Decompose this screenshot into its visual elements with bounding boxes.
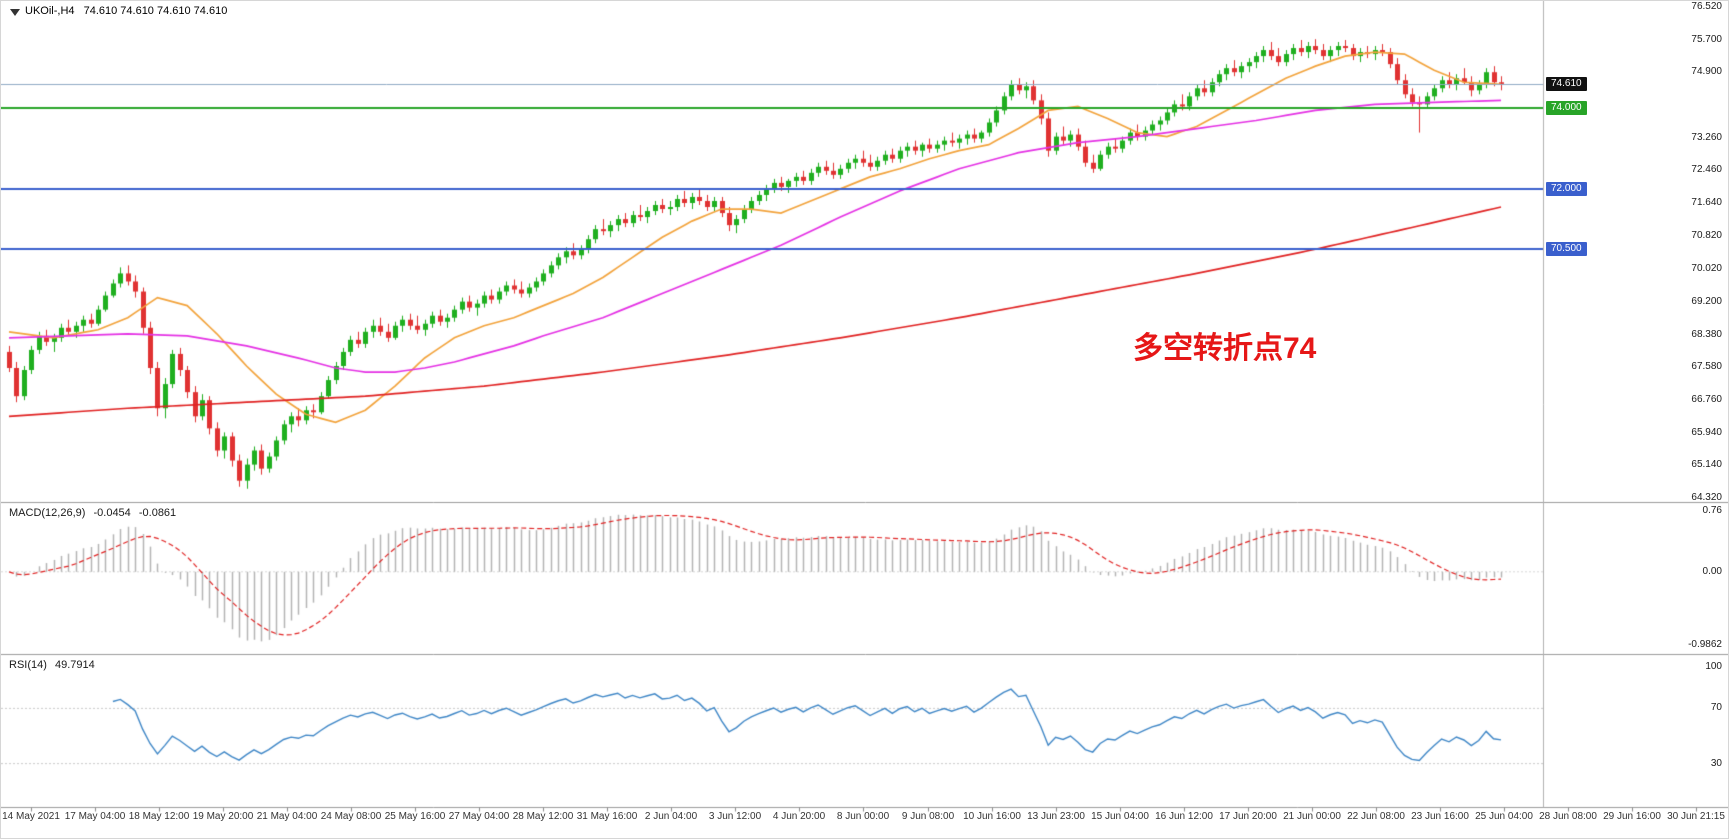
hline-price-tag[interactable]: 72.000 — [1546, 181, 1587, 196]
time-axis-label: 28 Jun 08:00 — [1539, 811, 1597, 822]
price-axis-label: 66.760 — [1691, 393, 1722, 405]
time-axis-label: 13 Jun 23:00 — [1027, 811, 1085, 822]
ohlc-quotes-label: 74.610 74.610 74.610 74.610 — [83, 5, 228, 17]
rsi-name-label: RSI(14) — [9, 659, 47, 671]
rsi-axis-label: 70 — [1710, 702, 1722, 714]
price-axis-label: 76.520 — [1691, 1, 1722, 12]
hline-price-tag[interactable]: 74.610 — [1546, 76, 1587, 91]
rsi-axis-label: 100 — [1705, 661, 1722, 672]
chart-marker-icon — [10, 9, 20, 16]
time-axis-label: 19 May 20:00 — [192, 811, 254, 822]
price-axis-label: 70.020 — [1691, 262, 1722, 274]
macd-signal-value: -0.0861 — [138, 507, 177, 519]
price-axis-label: 65.940 — [1691, 426, 1722, 438]
rsi-indicator-label: RSI(14) 49.7914 — [9, 659, 100, 671]
time-axis-label: 30 Jun 21:15 — [1667, 811, 1725, 822]
time-axis-label: 23 Jun 16:00 — [1411, 811, 1469, 822]
price-axis-label: 73.260 — [1691, 132, 1722, 144]
hline-price-tag[interactable]: 70.500 — [1546, 242, 1587, 257]
time-axis-label: 14 May 2021 — [2, 811, 60, 822]
price-axis-label: 65.140 — [1691, 458, 1722, 470]
macd-axis-label: -0.9862 — [1688, 639, 1722, 650]
time-axis-label: 27 May 04:00 — [448, 811, 510, 822]
price-axis-label: 64.320 — [1691, 492, 1722, 503]
time-axis-label: 17 May 04:00 — [64, 811, 126, 822]
time-axis-label: 4 Jun 20:00 — [772, 811, 826, 822]
time-axis-label: 21 May 04:00 — [256, 811, 318, 822]
macd-main-value: -0.0454 — [93, 507, 131, 519]
hline-price-tag[interactable]: 74.000 — [1546, 101, 1587, 116]
annotation-text[interactable]: 多空转折点74 — [1133, 332, 1317, 365]
time-axis-label: 25 Jun 04:00 — [1475, 811, 1533, 822]
time-axis-label: 28 May 12:00 — [512, 811, 574, 822]
rsi-axis-label: 30 — [1710, 757, 1722, 769]
price-axis-label: 69.200 — [1691, 295, 1722, 307]
time-axis-label: 9 Jun 08:00 — [901, 811, 955, 822]
rsi-value: 49.7914 — [54, 659, 95, 671]
time-axis-label: 17 Jun 20:00 — [1219, 811, 1277, 822]
macd-indicator-label: MACD(12,26,9) -0.0454 -0.0861 — [9, 507, 181, 519]
time-axis-label: 29 Jun 16:00 — [1603, 811, 1661, 822]
symbol-timeframe-label: UKOil-,H4 — [25, 5, 75, 17]
time-axis-label: 2 Jun 04:00 — [644, 811, 698, 822]
time-axis-label: 18 May 12:00 — [128, 811, 190, 822]
time-axis-label: 22 Jun 08:00 — [1347, 811, 1405, 822]
price-axis-label: 70.820 — [1691, 230, 1722, 242]
price-axis-label: 72.460 — [1691, 164, 1722, 176]
price-axis-label: 67.580 — [1691, 360, 1722, 372]
price-axis-label: 68.380 — [1691, 328, 1722, 340]
price-axis-label: 75.700 — [1691, 34, 1722, 45]
time-axis-label: 3 Jun 12:00 — [708, 811, 762, 822]
time-axis-label: 10 Jun 16:00 — [963, 811, 1021, 822]
time-axis-label: 24 May 08:00 — [320, 811, 382, 822]
time-axis-label: 25 May 16:00 — [384, 811, 446, 822]
time-axis-label: 16 Jun 12:00 — [1155, 811, 1213, 822]
macd-axis-label: 0.00 — [1702, 565, 1722, 577]
macd-name-label: MACD(12,26,9) — [9, 507, 86, 519]
price-axis-label: 71.640 — [1691, 197, 1722, 209]
price-axis-label: 74.900 — [1691, 66, 1722, 78]
time-axis-label: 8 Jun 00:00 — [836, 811, 890, 822]
time-axis-label: 15 Jun 04:00 — [1091, 811, 1149, 822]
time-axis-label: 21 Jun 00:00 — [1283, 811, 1341, 822]
chart-title: UKOil-,H4 74.610 74.610 74.610 74.610 — [25, 5, 233, 17]
macd-axis-label: 0.76 — [1702, 505, 1722, 516]
time-axis-label: 31 May 16:00 — [576, 811, 638, 822]
